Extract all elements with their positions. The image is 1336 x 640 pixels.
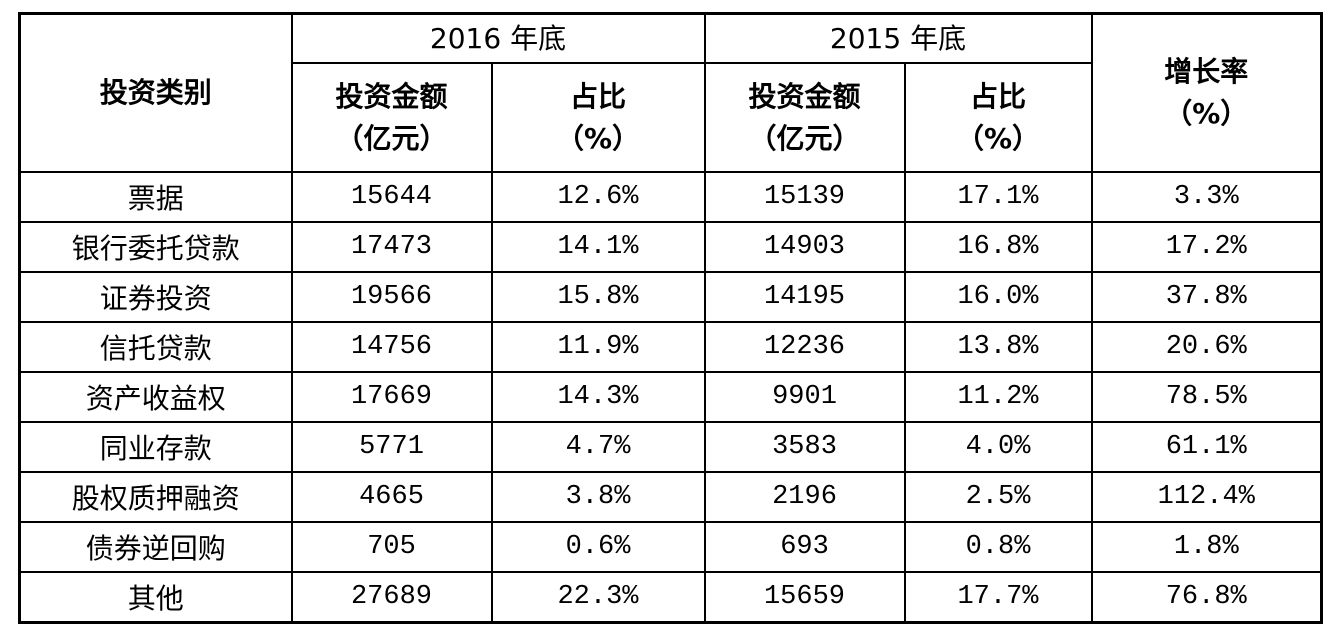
- value-cell: 693: [703, 521, 906, 573]
- value-cell: 11.9%: [490, 321, 706, 373]
- value-cell: 15644: [290, 171, 493, 223]
- header-line: （%）: [955, 121, 1041, 155]
- header-line: 投资金额: [748, 79, 861, 113]
- data-row: 同业存款 5771 4.7% 3583 4.0% 61.1%: [18, 421, 1323, 473]
- category-cell: 银行委托贷款: [18, 221, 293, 273]
- value-cell: 17669: [290, 371, 493, 423]
- value-cell: 4665: [290, 471, 493, 523]
- header-line: 增长率: [1164, 55, 1249, 88]
- value-cell: 2196: [703, 471, 906, 523]
- value-cell: 1.8%: [1090, 521, 1323, 573]
- value-cell: 17.7%: [903, 571, 1093, 624]
- value-cell: 16.8%: [903, 221, 1093, 273]
- value-cell: 0.8%: [903, 521, 1093, 573]
- growth-header: 增长率 （%）: [1090, 12, 1323, 173]
- value-cell: 14756: [290, 321, 493, 373]
- header-row: 投资金额 （亿元） 占比 （%） 投资金额 （亿元） 占比 （%）: [20, 62, 1322, 173]
- value-cell: 78.5%: [1090, 371, 1323, 423]
- data-row: 其他 27689 22.3% 15659 17.7% 76.8%: [18, 571, 1323, 624]
- value-cell: 112.4%: [1090, 471, 1323, 523]
- value-cell: 17473: [290, 221, 493, 273]
- value-cell: 14903: [703, 221, 906, 273]
- category-cell: 股权质押融资: [18, 471, 293, 523]
- value-cell: 14195: [703, 271, 906, 323]
- category-cell: 票据: [18, 171, 293, 223]
- header-line: （%）: [1164, 97, 1249, 130]
- data-row: 股权质押融资 4665 3.8% 2196 2.5% 112.4%: [18, 471, 1323, 523]
- value-cell: 705: [290, 521, 493, 573]
- value-cell: 14.3%: [490, 371, 706, 423]
- category-header: 投资类别: [18, 12, 293, 173]
- value-cell: 76.8%: [1090, 571, 1323, 624]
- header-row: 投资类别 2016 年底 2015 年底增长率 （%）: [18, 12, 1323, 173]
- value-cell: 22.3%: [490, 571, 706, 624]
- table-body: 票据 15644 12.6% 15139 17.1% 3.3% 银行委托贷款 17473 14.…: [18, 171, 1323, 624]
- data-row: 票据 15644 12.6% 15139 17.1% 3.3%: [18, 171, 1323, 223]
- value-cell: 61.1%: [1090, 421, 1323, 473]
- value-cell: 11.2%: [903, 371, 1093, 423]
- category-cell: 信托贷款: [18, 321, 293, 373]
- category-cell: 证券投资: [18, 271, 293, 323]
- value-cell: 15139: [703, 171, 906, 223]
- data-row: 资产收益权 17669 14.3% 9901 11.2% 78.5%: [18, 371, 1323, 423]
- value-cell: 15659: [703, 571, 906, 624]
- header-line: 占比: [569, 79, 626, 113]
- header-line: （亿元）: [335, 121, 448, 155]
- column-header: 占比 （%）: [903, 62, 1093, 173]
- value-cell: 4.7%: [490, 421, 706, 473]
- value-cell: 15.8%: [490, 271, 706, 323]
- column-header: 投资金额 （亿元）: [290, 62, 493, 173]
- value-cell: 17.2%: [1090, 221, 1323, 273]
- data-row: 信托贷款 14756 11.9% 12236 13.8% 20.6%: [18, 321, 1323, 373]
- group-header: 2015 年底: [703, 12, 1093, 64]
- group-header: 2016 年底: [290, 12, 706, 64]
- value-cell: 2.5%: [903, 471, 1093, 523]
- data-row: 证券投资 19566 15.8% 14195 16.0% 37.8%: [18, 271, 1323, 323]
- header-line: 占比: [969, 79, 1026, 113]
- value-cell: 14.1%: [490, 221, 706, 273]
- value-cell: 17.1%: [903, 171, 1093, 223]
- table-header: 投资类别 2016 年底 2015 年底 增长率 （%） 投资金额 （亿元） 占比 （%） 投资金…: [18, 12, 1323, 173]
- data-row: 债券逆回购 705 0.6% 693 0.8% 1.8%: [18, 521, 1323, 573]
- category-cell: 其他: [18, 571, 293, 624]
- value-cell: 37.8%: [1090, 271, 1323, 323]
- category-cell: 同业存款: [18, 421, 293, 473]
- value-cell: 3.8%: [490, 471, 706, 523]
- value-cell: 9901: [703, 371, 906, 423]
- value-cell: 13.8%: [903, 321, 1093, 373]
- value-cell: 27689: [290, 571, 493, 624]
- value-cell: 3583: [703, 421, 906, 473]
- category-cell: 债券逆回购: [18, 521, 293, 573]
- investment-table: 投资类别 2016 年底 2015 年底 增长率 （%） 投资金额 （亿元） 占比 （%） 投资金…: [18, 12, 1323, 624]
- category-cell: 资产收益权: [18, 371, 293, 423]
- value-cell: 4.0%: [903, 421, 1093, 473]
- value-cell: 16.0%: [903, 271, 1093, 323]
- header-line: （%）: [555, 121, 641, 155]
- header-line: 投资金额: [335, 79, 448, 113]
- column-header: 占比 （%）: [490, 62, 706, 173]
- column-header: 投资金额 （亿元）: [703, 62, 906, 173]
- value-cell: 20.6%: [1090, 321, 1323, 373]
- header-line: （亿元）: [748, 121, 861, 155]
- value-cell: 19566: [290, 271, 493, 323]
- value-cell: 12236: [703, 321, 906, 373]
- value-cell: 0.6%: [490, 521, 706, 573]
- value-cell: 12.6%: [490, 171, 706, 223]
- value-cell: 5771: [290, 421, 493, 473]
- value-cell: 3.3%: [1090, 171, 1323, 223]
- data-row: 银行委托贷款 17473 14.1% 14903 16.8% 17.2%: [18, 221, 1323, 273]
